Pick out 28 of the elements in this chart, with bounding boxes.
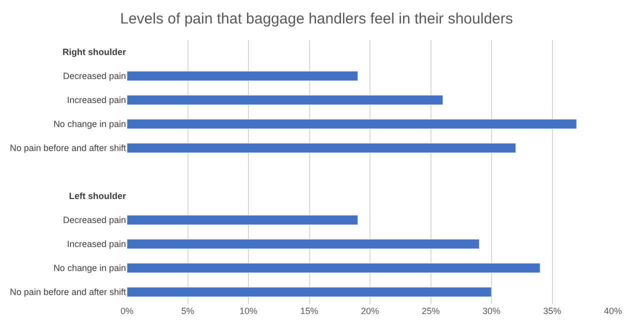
- x-tick-label: 40%: [604, 306, 622, 316]
- y-tick-label: Left shoulder: [68, 191, 126, 202]
- y-tick-label: Decreased pain: [62, 71, 126, 82]
- bar: [127, 118, 577, 130]
- y-tick-label: Increased pain: [66, 95, 126, 106]
- bar: [127, 94, 444, 106]
- y-tick-label: No change in pain: [53, 119, 126, 130]
- x-tick-label: 20%: [360, 306, 380, 316]
- x-tick-label: 0%: [120, 306, 134, 316]
- y-tick-label: Increased pain: [66, 239, 126, 250]
- x-tick-label: 10%: [239, 306, 258, 316]
- y-tick-label: No change in pain: [53, 263, 126, 274]
- x-tick-label: 25%: [422, 306, 440, 316]
- bar: [127, 286, 492, 298]
- bar: [127, 142, 516, 154]
- bar: [127, 214, 358, 226]
- bar: [127, 238, 480, 250]
- chart-title: Levels of pain that baggage handlers feel in their shoulders: [120, 10, 513, 28]
- x-tick-label: 30%: [482, 306, 501, 316]
- x-tick-label: 35%: [543, 306, 562, 316]
- y-tick-label: Decreased pain: [62, 215, 126, 226]
- y-tick-label: No pain before and after shift: [10, 287, 126, 298]
- x-tick-label: 15%: [300, 306, 318, 316]
- x-tick-label: 5%: [181, 306, 194, 316]
- y-tick-label: No pain before and after shift: [10, 143, 126, 154]
- bar: [127, 262, 540, 274]
- bar: [127, 70, 358, 82]
- y-tick-label: Right shoulder: [62, 47, 126, 58]
